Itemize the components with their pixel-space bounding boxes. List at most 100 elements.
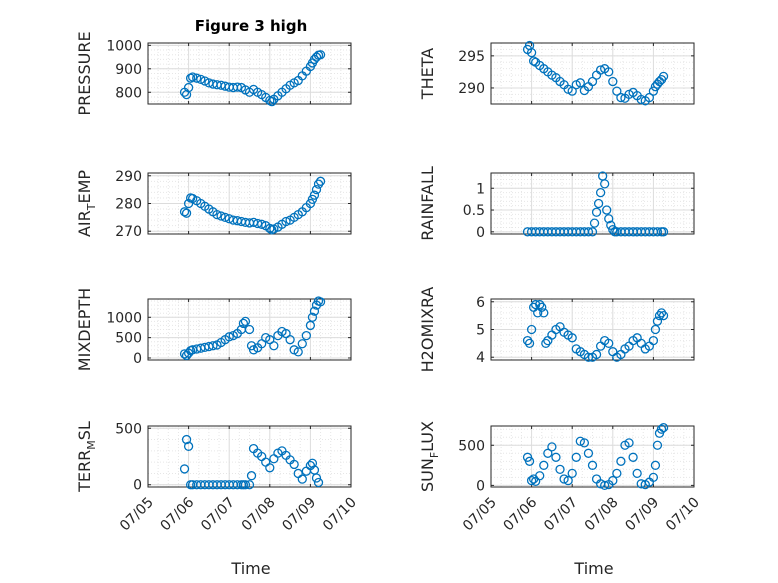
x-tick-label: 07/06 (158, 494, 198, 534)
data-point (252, 218, 263, 229)
data-point (269, 341, 279, 351)
data-point (658, 310, 669, 321)
y-tick-label: 290 (115, 169, 142, 185)
x-tick-label: 07/08 (239, 495, 279, 535)
data-point (267, 97, 277, 107)
y-tick-label: 0 (133, 351, 142, 367)
data-point (311, 473, 322, 483)
data-point (537, 302, 547, 312)
y-axis-label: TERRMSL (75, 421, 98, 493)
data-point (652, 316, 663, 326)
data-point (652, 440, 663, 450)
data-point (179, 464, 190, 474)
data-point (246, 471, 257, 481)
y-tick-label: 280 (115, 197, 142, 213)
data-point (244, 480, 255, 490)
subplot-rainfall: 0 0.5 1 RAINFALL (418, 166, 695, 241)
data-point (648, 86, 659, 96)
data-point (559, 474, 569, 484)
data-point (181, 208, 192, 218)
data-point (181, 434, 192, 445)
y-axis-label: SUNFLUX (418, 421, 441, 492)
data-point (551, 452, 561, 462)
data-point (656, 308, 667, 318)
data-point (541, 338, 551, 349)
data-point (313, 477, 324, 488)
data-point (524, 456, 535, 466)
data-point (265, 95, 275, 106)
subplot-theta: 290 295 THETA (418, 40, 695, 106)
data-point (307, 312, 318, 322)
subplot-air-temp: 270 280 290 AIRTEMP (75, 169, 352, 240)
data-point (658, 227, 669, 237)
data-point (188, 72, 198, 82)
data-point (524, 338, 535, 349)
data-point (192, 73, 202, 83)
data-point (232, 82, 242, 92)
y-axis-label: THETA (418, 48, 437, 100)
data-point (648, 335, 659, 346)
data-point (583, 227, 594, 237)
data-point (526, 475, 537, 486)
y-axis-label: PRESSURE (75, 31, 94, 115)
data-point (535, 471, 545, 481)
subplot-mixdepth: 0 500 1000 MIXDEPTH (75, 288, 352, 371)
y-axis-label: AIRTEMP (75, 170, 98, 237)
y-axis-label: H2OMIXRA (418, 287, 437, 373)
y-tick-label: 900 (115, 62, 142, 78)
data-point (616, 92, 626, 103)
y-tick-label: 0 (476, 478, 485, 494)
data-point (238, 318, 249, 329)
data-point (526, 47, 537, 58)
data-point (567, 468, 577, 479)
data-point (216, 211, 226, 221)
y-tick-label: 800 (115, 85, 142, 101)
data-point (650, 460, 661, 470)
data-point (265, 463, 275, 473)
data-point (539, 460, 549, 470)
y-tick-label: 500 (115, 331, 142, 347)
data-point (632, 468, 642, 479)
data-point (658, 71, 669, 82)
data-point (652, 227, 663, 237)
y-tick-label: 6 (476, 295, 485, 311)
data-point (311, 184, 322, 195)
data-point (297, 339, 307, 349)
data-point (281, 216, 291, 227)
data-point (528, 56, 539, 66)
data-point (531, 299, 541, 310)
data-point (624, 438, 634, 448)
data-point (628, 452, 638, 462)
y-tick-label: 0 (476, 225, 485, 241)
data-point (539, 308, 549, 318)
data-point (196, 74, 206, 85)
data-point (604, 338, 614, 349)
data-point (567, 333, 577, 343)
data-point (208, 341, 218, 351)
data-point (309, 190, 320, 200)
data-point (650, 324, 661, 335)
x-tick-label: 07/10 (663, 495, 703, 535)
x-tick-label: 07/08 (582, 495, 622, 535)
data-point (307, 458, 318, 468)
data-point (648, 472, 659, 483)
subplot-sun-flux: 0 500 SUNFLUX 07/05 07/06 07/07 07/08 07/09 07/1… (418, 421, 703, 534)
data-point (658, 422, 669, 433)
x-tick-label: 07/10 (320, 495, 360, 535)
data-point (612, 468, 622, 479)
data-point (240, 316, 251, 327)
data-point (587, 227, 598, 237)
data-point (293, 347, 303, 357)
data-point (543, 448, 553, 458)
data-point (600, 179, 610, 189)
data-point (644, 92, 654, 103)
data-point (522, 335, 533, 346)
data-point (301, 466, 311, 476)
x-tick-label: 07/05 (117, 495, 157, 535)
x-tick-label: 07/07 (541, 495, 581, 535)
data-point (595, 341, 606, 351)
data-point (600, 480, 610, 491)
subplot-h2omixra: 4 5 6 H2OMIXRA (418, 287, 695, 373)
data-point (535, 299, 545, 310)
y-tick-label: 1 (476, 181, 485, 197)
